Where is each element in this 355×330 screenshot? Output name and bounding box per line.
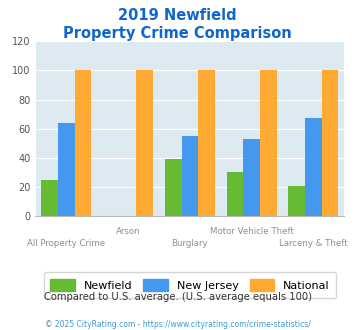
Text: Burglary: Burglary: [171, 239, 208, 248]
Text: Compared to U.S. average. (U.S. average equals 100): Compared to U.S. average. (U.S. average …: [44, 292, 311, 302]
Bar: [198, 70, 215, 216]
Bar: [165, 159, 182, 216]
Bar: [75, 70, 91, 216]
Bar: [289, 185, 305, 216]
Bar: [182, 136, 198, 216]
Bar: [58, 123, 75, 216]
Text: Larceny & Theft: Larceny & Theft: [279, 239, 348, 248]
Text: Property Crime Comparison: Property Crime Comparison: [63, 26, 292, 41]
Bar: [305, 118, 322, 216]
Bar: [244, 139, 260, 216]
Text: Arson: Arson: [116, 227, 141, 236]
Text: All Property Crime: All Property Crime: [27, 239, 105, 248]
Bar: [136, 70, 153, 216]
Text: © 2025 CityRating.com - https://www.cityrating.com/crime-statistics/: © 2025 CityRating.com - https://www.city…: [45, 320, 310, 329]
Text: 2019 Newfield: 2019 Newfield: [118, 8, 237, 23]
Legend: Newfield, New Jersey, National: Newfield, New Jersey, National: [44, 272, 336, 298]
Bar: [227, 172, 244, 216]
Text: Motor Vehicle Theft: Motor Vehicle Theft: [210, 227, 294, 236]
Bar: [42, 180, 58, 216]
Bar: [260, 70, 277, 216]
Bar: [322, 70, 338, 216]
